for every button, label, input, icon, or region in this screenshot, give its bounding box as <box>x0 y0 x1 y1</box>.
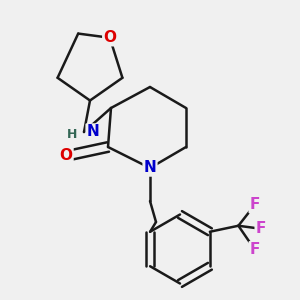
Text: N: N <box>87 124 99 140</box>
Text: F: F <box>250 242 260 257</box>
Text: F: F <box>250 197 260 212</box>
Text: O: O <box>59 148 73 164</box>
Text: N: N <box>144 160 156 175</box>
Text: O: O <box>103 30 116 45</box>
Text: F: F <box>256 221 266 236</box>
Text: H: H <box>67 128 77 142</box>
